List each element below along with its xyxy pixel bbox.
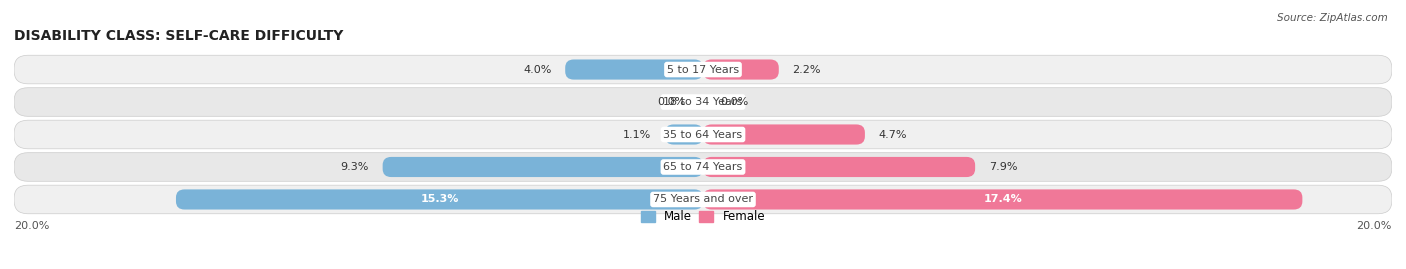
Text: 20.0%: 20.0% [1357, 221, 1392, 231]
FancyBboxPatch shape [14, 88, 1392, 116]
Text: 75 Years and over: 75 Years and over [652, 194, 754, 204]
Text: 65 to 74 Years: 65 to 74 Years [664, 162, 742, 172]
Text: 9.3%: 9.3% [340, 162, 368, 172]
FancyBboxPatch shape [703, 157, 976, 177]
Text: 35 to 64 Years: 35 to 64 Years [664, 129, 742, 140]
Text: 1.1%: 1.1% [623, 129, 651, 140]
FancyBboxPatch shape [703, 59, 779, 80]
Text: 2.2%: 2.2% [793, 65, 821, 75]
FancyBboxPatch shape [14, 185, 1392, 214]
Legend: Male, Female: Male, Female [641, 210, 765, 223]
Text: 5 to 17 Years: 5 to 17 Years [666, 65, 740, 75]
FancyBboxPatch shape [665, 125, 703, 144]
FancyBboxPatch shape [176, 189, 703, 210]
Text: 15.3%: 15.3% [420, 194, 458, 204]
Text: 17.4%: 17.4% [983, 194, 1022, 204]
FancyBboxPatch shape [703, 125, 865, 144]
Text: 0.0%: 0.0% [720, 97, 748, 107]
FancyBboxPatch shape [382, 157, 703, 177]
Text: DISABILITY CLASS: SELF-CARE DIFFICULTY: DISABILITY CLASS: SELF-CARE DIFFICULTY [14, 29, 343, 43]
Text: 20.0%: 20.0% [14, 221, 49, 231]
Text: 4.7%: 4.7% [879, 129, 907, 140]
FancyBboxPatch shape [703, 189, 1302, 210]
Text: 4.0%: 4.0% [523, 65, 551, 75]
Text: 18 to 34 Years: 18 to 34 Years [664, 97, 742, 107]
FancyBboxPatch shape [14, 153, 1392, 181]
FancyBboxPatch shape [565, 59, 703, 80]
Text: Source: ZipAtlas.com: Source: ZipAtlas.com [1277, 13, 1388, 23]
FancyBboxPatch shape [14, 120, 1392, 149]
FancyBboxPatch shape [14, 55, 1392, 84]
Text: 7.9%: 7.9% [988, 162, 1018, 172]
Text: 0.0%: 0.0% [658, 97, 686, 107]
